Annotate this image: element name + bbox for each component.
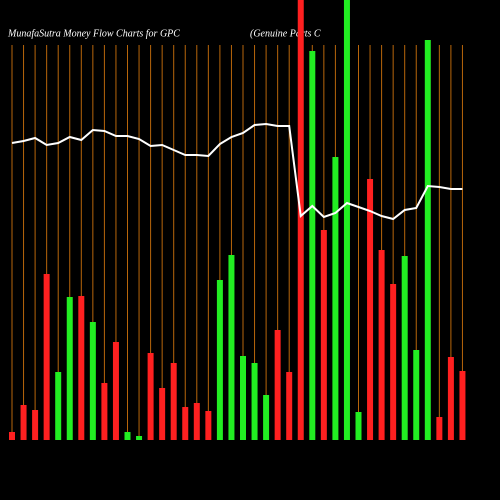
bar: [343, 0, 350, 440]
bar: [43, 274, 50, 440]
bar: [89, 322, 96, 440]
bar: [20, 405, 27, 440]
bar: [355, 412, 362, 440]
bar: [286, 372, 293, 440]
bar: [182, 407, 189, 440]
bar: [424, 40, 431, 440]
bar: [9, 432, 15, 440]
bar: [240, 356, 246, 440]
bar: [159, 388, 166, 440]
bar: [274, 330, 281, 440]
bar: [193, 403, 200, 440]
bar: [228, 255, 235, 440]
bar: [205, 411, 212, 440]
bar: [401, 256, 408, 440]
bar: [101, 383, 108, 440]
bar: [332, 157, 339, 440]
bar: [320, 230, 327, 440]
bar: [436, 417, 443, 440]
bar: [78, 296, 85, 440]
bar: [297, 0, 304, 440]
bar: [216, 280, 223, 440]
bar: [66, 297, 73, 440]
bar: [309, 51, 316, 440]
bar: [390, 284, 397, 440]
chart-title: MunafaSutra Money Flow Charts for GPC: [7, 28, 180, 39]
bar: [263, 395, 270, 440]
price-line: [11, 122, 463, 221]
bar: [147, 353, 154, 440]
bar: [32, 410, 39, 440]
bar: [447, 357, 454, 440]
bar: [367, 179, 374, 440]
bar: [251, 363, 258, 440]
bar: [378, 250, 385, 440]
bar: [459, 371, 466, 440]
bar: [124, 432, 131, 440]
chart-subtitle: (Genuine Parts C: [250, 28, 321, 39]
bar: [170, 363, 177, 440]
bar: [55, 372, 62, 440]
bar: [413, 350, 420, 440]
bar: [136, 436, 143, 440]
bar: [112, 342, 119, 440]
